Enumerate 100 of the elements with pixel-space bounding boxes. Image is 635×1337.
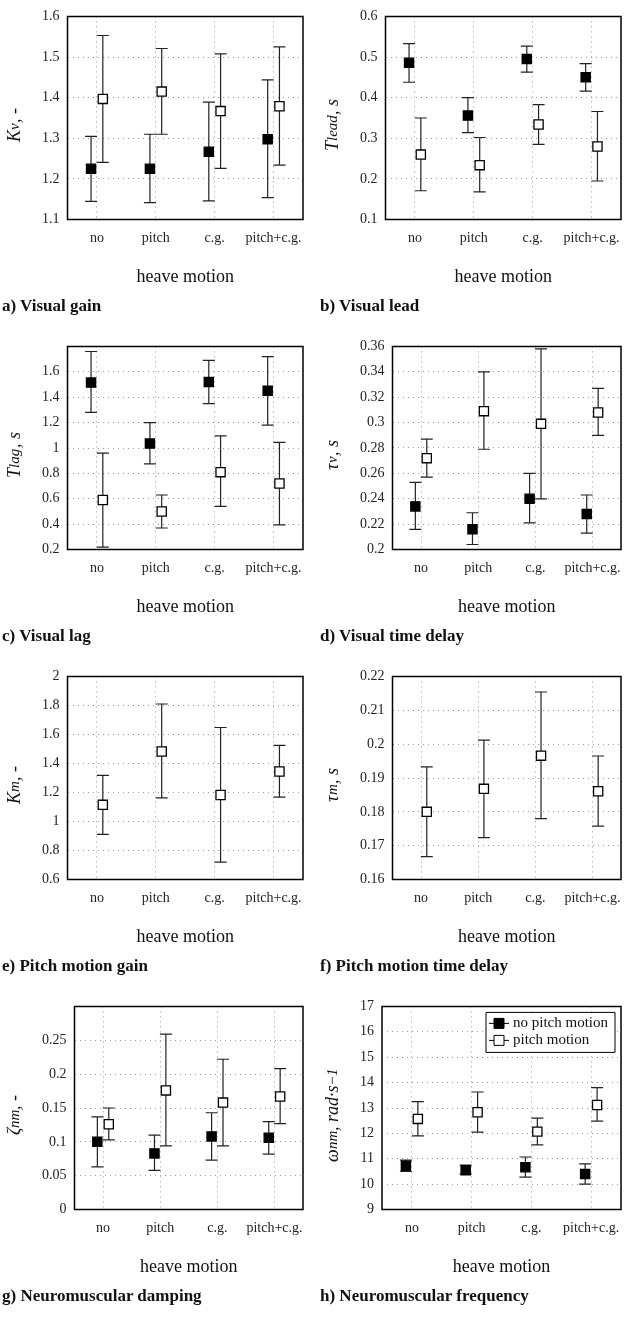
legend-label: no pitch motion: [513, 1014, 609, 1031]
y-tick-label: 0.15: [42, 1099, 67, 1115]
text: d) Visual time delay: [320, 626, 465, 646]
x-tick-label: c.g.: [522, 229, 543, 245]
x-tick-label: pitch: [464, 559, 493, 575]
x-tick-label: c.g.: [207, 1219, 228, 1235]
y-tick-label: 1.4: [42, 755, 60, 771]
y-tick-label: 0.3: [367, 414, 385, 430]
x-tick-label: c.g.: [204, 889, 225, 905]
y-tick-label: 1: [52, 813, 60, 829]
x-tick-label: c.g.: [204, 229, 225, 245]
point: [215, 789, 226, 801]
y-tick-label: 10: [360, 1175, 374, 1191]
y-tick-label: 0: [59, 1201, 67, 1217]
x-axis-title: heave motion: [136, 925, 234, 946]
y-tick-label: 1.2: [42, 414, 60, 430]
x-tick-label: c.g.: [525, 889, 546, 905]
x-tick-label: pitch+c.g.: [564, 889, 621, 905]
y-tick-label: 1.6: [42, 8, 60, 24]
y-tick-label: 0.26: [360, 465, 385, 481]
y-tick-label: 0.4: [360, 89, 378, 105]
x-axis-title: heave motion: [458, 595, 556, 616]
y-tick-label: 0.34: [360, 363, 385, 379]
x-tick-label: pitch: [146, 1219, 175, 1235]
x-tick-label: pitch+c.g.: [245, 559, 302, 575]
legend-label: pitch motion: [513, 1031, 590, 1048]
point: [592, 785, 604, 797]
y-tick-label: 1.5: [42, 48, 60, 64]
y-tick-label: 0.36: [360, 338, 385, 354]
x-tick-label: no: [414, 889, 429, 905]
y-tick-label: 13: [360, 1099, 374, 1115]
y-tick-label: 0.2: [360, 170, 378, 186]
text: h) Neuromuscular frequency: [320, 1286, 529, 1306]
point: [478, 783, 490, 795]
y-tick-label: 0.25: [42, 1031, 67, 1047]
x-tick-label: pitch+c.g.: [563, 1219, 620, 1235]
x-tick-label: c.g.: [521, 1219, 542, 1235]
y-tick-label: 0.16: [360, 871, 385, 887]
y-tick-label: 17: [360, 998, 374, 1014]
x-tick-label: c.g.: [525, 559, 546, 575]
point: [535, 750, 547, 761]
x-axis-title: heave motion: [454, 265, 552, 286]
y-tick-label: 2: [52, 668, 60, 684]
y-tick-label: 0.2: [49, 1065, 67, 1081]
y-tick-label: 0.22: [360, 515, 385, 531]
x-tick-label: no: [404, 1219, 419, 1235]
y-tick-label: 1.2: [42, 784, 60, 800]
y-tick-label: 1: [52, 439, 60, 455]
x-tick-label: pitch: [141, 229, 170, 245]
x-tick-label: pitch+c.g.: [245, 229, 302, 245]
y-tick-label: 0.6: [360, 8, 378, 24]
y-tick-label: 0.21: [360, 701, 385, 717]
point: [274, 766, 285, 777]
y-tick-label: 0.2: [367, 541, 385, 557]
y-tick-label: 0.2: [42, 541, 60, 557]
x-tick-label: pitch+c.g.: [246, 1219, 303, 1235]
x-tick-label: pitch: [141, 559, 170, 575]
y-tick-label: 1.1: [42, 211, 60, 227]
text: b) Visual lead: [320, 296, 420, 316]
y-tick-label: 0.18: [360, 803, 385, 819]
x-axis-title: heave motion: [458, 925, 556, 946]
x-tick-label: pitch+c.g.: [563, 229, 620, 245]
x-tick-label: pitch: [459, 229, 488, 245]
y-tick-label: 0.2: [367, 735, 385, 751]
y-tick-label: 15: [360, 1048, 374, 1064]
y-tick-label: 1.6: [42, 363, 60, 379]
x-axis-title: heave motion: [136, 265, 234, 286]
y-tick-label: 0.22: [360, 668, 385, 684]
point: [97, 799, 109, 811]
y-tick-label: 0.6: [42, 871, 60, 887]
text: g) Neuromuscular damping: [2, 1286, 202, 1306]
x-tick-label: no: [96, 1219, 111, 1235]
y-tick-label: 1.6: [42, 726, 60, 742]
y-tick-label: 0.19: [360, 769, 385, 785]
y-tick-label: 1.4: [42, 388, 60, 404]
x-tick-label: no: [414, 559, 429, 575]
x-tick-label: no: [89, 889, 104, 905]
y-tick-label: 1.2: [42, 170, 60, 186]
y-tick-label: 0.6: [42, 490, 60, 506]
y-tick-label: 0.1: [49, 1133, 67, 1149]
x-tick-label: no: [89, 559, 104, 575]
x-tick-label: no: [89, 229, 104, 245]
y-tick-label: 16: [360, 1023, 374, 1039]
text: a) Visual gain: [2, 296, 102, 316]
x-tick-label: pitch+c.g.: [245, 889, 302, 905]
y-tick-label: 0.8: [42, 842, 60, 858]
text: c) Visual lag: [2, 626, 91, 646]
x-tick-label: c.g.: [204, 559, 225, 575]
y-tick-label: 0.28: [360, 439, 385, 455]
y-tick-label: 1.3: [42, 129, 60, 145]
x-tick-label: pitch+c.g.: [564, 559, 621, 575]
y-tick-label: 0.32: [360, 388, 385, 404]
point: [421, 806, 433, 818]
x-tick-label: pitch: [141, 889, 170, 905]
y-tick-label: 0.5: [360, 48, 378, 64]
y-tick-label: 0.24: [360, 490, 385, 506]
x-tick-label: pitch: [464, 889, 493, 905]
y-tick-label: 0.3: [360, 129, 378, 145]
y-tick-label: 9: [367, 1201, 374, 1217]
y-tick-label: 14: [360, 1074, 374, 1090]
